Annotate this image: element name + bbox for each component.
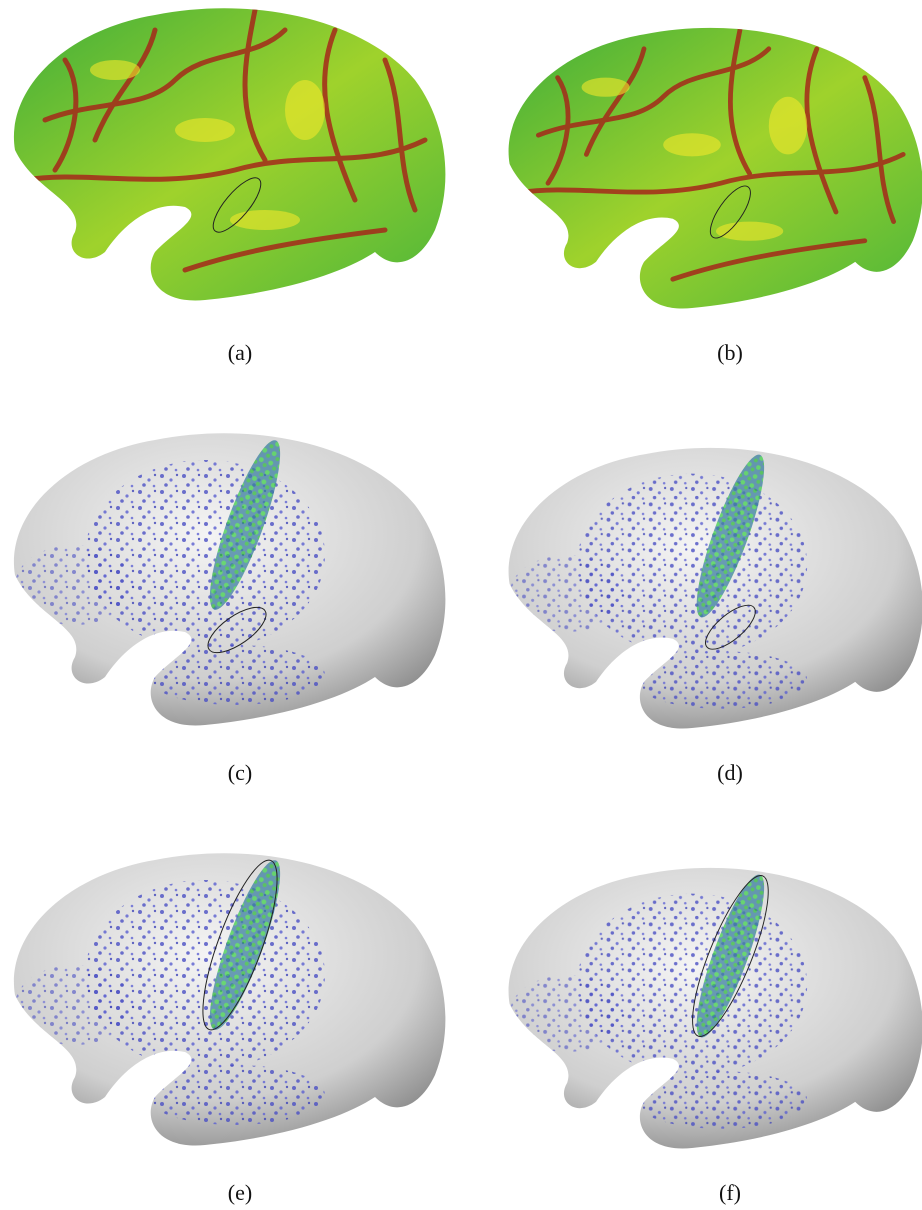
- panel-a: [14, 8, 445, 300]
- panel-c: [14, 433, 445, 725]
- panel-f: [509, 868, 922, 1149]
- panel-b: [509, 28, 922, 309]
- figure: (a) (b) (c) (d) (e) (f): [0, 0, 922, 1210]
- panel-label: (d): [717, 760, 743, 785]
- panel-label: (f): [719, 1180, 741, 1205]
- panel-label: (b): [717, 340, 743, 365]
- panel-e: [14, 853, 445, 1146]
- panel-d: [509, 448, 922, 729]
- panel-label: (e): [228, 1180, 252, 1205]
- panel-label: (a): [228, 340, 252, 365]
- panel-label: (c): [228, 760, 252, 785]
